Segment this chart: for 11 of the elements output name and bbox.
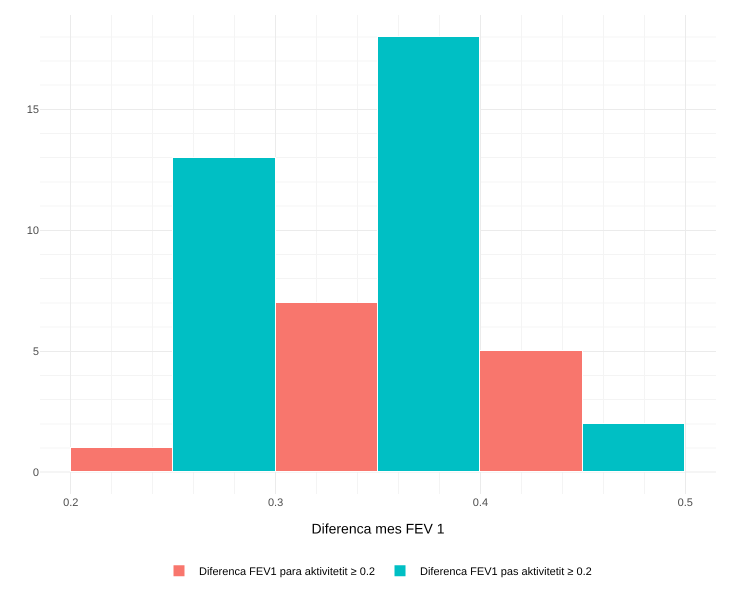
y-tick-label: 15 (26, 104, 39, 116)
x-tick-label: 0.5 (678, 497, 693, 509)
x-tick-label: 0.4 (472, 497, 488, 509)
x-axis-title: Diferenca mes FEV 1 (311, 520, 445, 536)
x-tick-label: 0.2 (63, 497, 78, 509)
legend-label: Diferenca FEV1 pas aktivitetit ≥ 0.2 (420, 566, 592, 578)
legend-label: Diferenca FEV1 para aktivitetit ≥ 0.2 (199, 566, 376, 578)
y-tick-label: 5 (32, 346, 39, 358)
y-tick-label: 0 (32, 467, 39, 480)
x-tick-label: 0.3 (268, 497, 284, 509)
y-tick-label: 10 (26, 225, 39, 238)
